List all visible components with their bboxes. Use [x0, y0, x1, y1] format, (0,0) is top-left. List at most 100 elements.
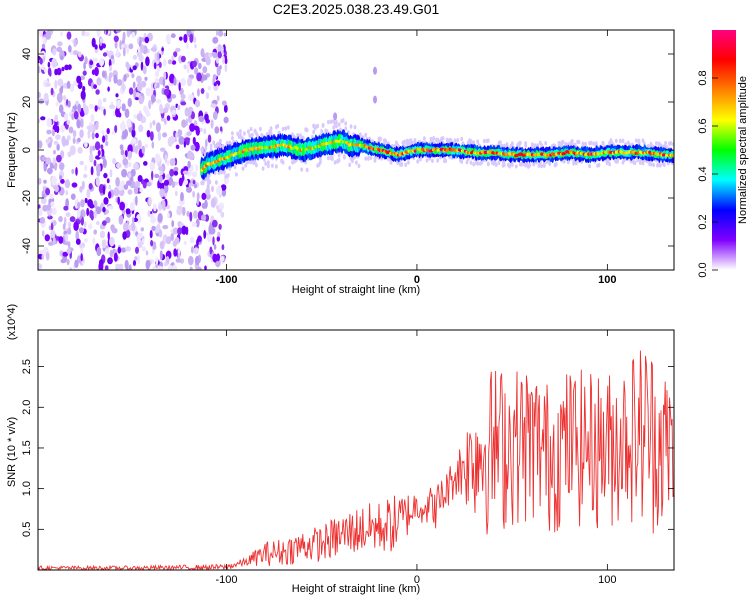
track-halo-cell: [256, 133, 260, 139]
noise-cell: [175, 131, 179, 139]
noise-cell: [144, 143, 148, 149]
track-halo-cell: [321, 123, 325, 128]
snr-y-axis-label: SNR (10 * v/v): [6, 417, 18, 487]
noise-cell: [151, 141, 155, 149]
noise-cell: [53, 150, 56, 155]
noise-cell: [41, 230, 45, 237]
noise-cell: [143, 161, 148, 166]
noise-cell: [118, 263, 124, 270]
noise-cell: [59, 175, 63, 181]
noise-cell: [160, 147, 166, 152]
track-halo-cell: [577, 139, 581, 145]
noise-cell: [77, 201, 81, 209]
noise-cell: [46, 167, 53, 175]
noise-cell: [92, 57, 98, 63]
noise-cell: [126, 180, 132, 186]
noise-cell: [76, 208, 81, 218]
noise-cell: [63, 205, 69, 211]
noise-cell: [102, 135, 106, 143]
noise-cell: [79, 186, 83, 193]
noise-cell: [169, 135, 175, 144]
noise-cell: [158, 61, 162, 68]
track-halo-cell: [341, 118, 345, 123]
noise-cell: [169, 158, 176, 167]
noise-cell: [162, 225, 169, 230]
track-halo-cell: [652, 162, 655, 168]
track-halo-cell: [606, 158, 610, 163]
track-halo-cell: [271, 163, 274, 168]
noise-cell: [170, 233, 175, 242]
track-halo-cell: [332, 119, 336, 124]
noise-cell: [135, 180, 141, 187]
noise-cell: [107, 231, 110, 240]
track-halo-cell: [588, 163, 591, 169]
noise-cell: [130, 169, 136, 177]
noise-cell: [69, 145, 76, 156]
noise-cell: [133, 162, 139, 171]
noise-cell: [65, 190, 69, 196]
track-halo-cell: [621, 138, 625, 144]
noise-cell: [124, 108, 130, 119]
noise-cell: [182, 206, 186, 216]
noise-cell: [180, 93, 186, 100]
track-halo-cell: [665, 145, 669, 150]
spectrogram-signal-track: [200, 118, 674, 186]
noise-cell: [115, 99, 122, 109]
noise-cell: [222, 55, 225, 65]
noise-cell: [112, 110, 116, 117]
spectrogram-y-axis-label: Frequency (Hz): [6, 112, 18, 188]
noise-cell: [60, 178, 65, 184]
noise-cell: [156, 51, 160, 61]
noise-cell: [171, 109, 176, 115]
noise-cell: [193, 120, 198, 127]
track-halo-cell: [219, 143, 222, 149]
track-halo-cell: [554, 161, 558, 167]
track-halo-cell: [267, 160, 270, 165]
noise-cell: [47, 67, 52, 76]
noise-cell: [137, 139, 142, 150]
noise-cell: [93, 84, 97, 89]
noise-cell: [54, 79, 58, 89]
noise-cell: [101, 130, 105, 136]
noise-cell: [131, 138, 137, 144]
noise-cell: [189, 123, 196, 132]
track-halo-cell: [335, 124, 338, 129]
track-halo-cell: [231, 136, 234, 141]
noise-cell: [45, 251, 50, 261]
noise-cell: [145, 259, 151, 270]
noise-cell: [140, 61, 144, 71]
noise-cell: [128, 150, 133, 159]
noise-cell: [38, 30, 43, 37]
noise-cell: [77, 103, 82, 113]
noise-cell: [196, 196, 200, 206]
noise-cell: [68, 126, 74, 134]
noise-cell: [114, 40, 118, 49]
noise-cell: [109, 236, 115, 247]
noise-cell: [212, 36, 219, 44]
noise-cell: [224, 63, 228, 73]
noise-cell: [216, 236, 220, 242]
noise-cell: [121, 168, 128, 178]
track-halo-cell: [423, 136, 426, 141]
noise-cell: [40, 116, 46, 121]
noise-cell: [145, 112, 151, 117]
noise-cell: [196, 238, 199, 247]
noise-cell: [113, 252, 118, 262]
noise-cell: [56, 154, 62, 163]
noise-cell: [52, 48, 57, 56]
noise-cell: [166, 173, 170, 180]
track-halo-cell: [319, 156, 322, 161]
noise-cell: [45, 30, 52, 40]
spectrogram-blob: [373, 66, 377, 75]
noise-cell: [93, 229, 97, 235]
noise-cell: [114, 125, 118, 133]
noise-cell: [215, 30, 219, 36]
noise-cell: [102, 97, 107, 103]
track-halo-cell: [601, 140, 605, 146]
noise-cell: [218, 30, 224, 37]
noise-cell: [139, 188, 143, 193]
noise-cell: [159, 250, 163, 261]
noise-cell: [191, 222, 197, 227]
track-halo-cell: [498, 140, 502, 145]
track-halo-cell: [221, 144, 225, 149]
